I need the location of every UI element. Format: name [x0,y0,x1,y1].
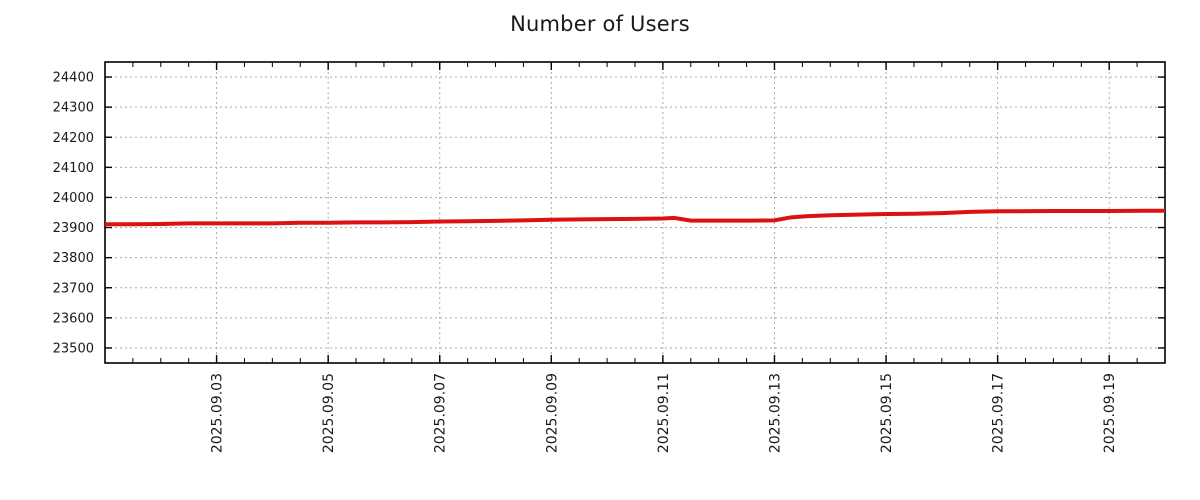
x-tick-label: 2025.09.19 [1102,373,1118,453]
y-tick-label: 24400 [53,71,94,86]
x-tick-label: 2025.09.11 [656,373,672,453]
y-tick-label: 23800 [53,251,94,266]
y-tick-label: 24000 [53,191,94,206]
y-axis-labels: 23500 23600 23700 23800 23900 24000 24100 24200… [53,71,94,357]
x-tick-label: 2025.09.07 [433,373,449,453]
x-tick-label: 2025.09.09 [544,373,560,453]
y-tick-label: 23600 [53,311,94,326]
y-tick-label: 23900 [53,221,94,236]
x-tick-label: 2025.09.03 [210,373,226,453]
y-tick-label: 24200 [53,131,94,146]
chart-title: Number of Users [510,12,690,36]
x-tick-label: 2025.09.05 [321,373,337,453]
gridlines [105,62,1165,363]
x-tick-label: 2025.09.17 [991,373,1007,453]
y-tick-label: 23500 [53,341,94,356]
x-tick-label: 2025.09.13 [767,373,783,453]
y-tick-label: 24100 [53,161,94,176]
axis-ticks [104,62,1166,363]
data-series-layer [105,208,1166,227]
y-tick-label: 24300 [53,101,94,116]
x-tick-label: 2025.09.15 [879,373,895,453]
y-tick-label: 23700 [53,281,94,296]
data-line [105,208,1166,227]
x-axis-labels: 2025.09.03 2025.09.05 2025.09.07 2025.09.09… [210,373,1119,453]
